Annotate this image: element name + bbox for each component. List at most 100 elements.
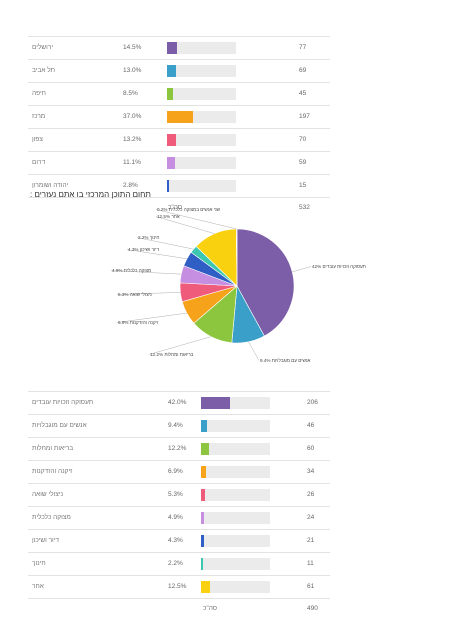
row-percent: 14.5% [123, 44, 142, 51]
row-label: צפון [32, 136, 43, 143]
content-pie-chart: 42% תעסוקה וזכויות עובדים 9.4% אנשים עם מ… [110, 207, 366, 363]
total-label: סה"כ [168, 204, 183, 211]
table-row: חיפה 8.5% 45 [28, 82, 330, 105]
total-label: סה"כ [203, 605, 218, 612]
row-bar-track [201, 558, 270, 570]
table-row: תל אביב 13.0% 69 [28, 59, 330, 82]
row-count: 77 [299, 44, 307, 51]
table-row: דרום 11.1% 59 [28, 151, 330, 174]
pie-slice-label: 4.9% מצוקה כלכלית [112, 268, 151, 273]
row-count: 206 [307, 399, 318, 406]
table-row: יהודה ושומרון 2.8% 15 [28, 174, 330, 197]
table-row: בריאות ומחלות 12.2% 60 [28, 437, 330, 460]
total-row: סה"כ 490 [28, 598, 330, 617]
table-row: ירושלים 14.5% 77 [28, 36, 330, 59]
row-bar-fill [167, 111, 193, 123]
pie-slice-label: 42% תעסוקה וזכויות עובדים [312, 264, 366, 269]
total-row: סה"כ 532 [28, 197, 330, 216]
row-label: מצוקה כלכלית [32, 514, 71, 521]
row-count: 70 [299, 136, 307, 143]
row-percent: 8.5% [123, 90, 138, 97]
row-count: 45 [299, 90, 307, 97]
row-bar-fill [167, 88, 173, 100]
pie-leader-line [292, 266, 312, 273]
row-bar-track [201, 397, 270, 409]
pie-slice-label: 0.2% שני אנשים במצוקה כלכלית [157, 207, 221, 212]
row-percent: 13.0% [123, 67, 142, 74]
row-bar-track [201, 443, 270, 455]
row-bar-fill [167, 134, 177, 146]
row-count: 46 [307, 422, 315, 429]
pie-leader-line [148, 336, 211, 355]
pie-leader-line [136, 237, 194, 250]
table-row: מרכז 37.0% 197 [28, 105, 330, 128]
row-bar-track [201, 466, 270, 478]
table-row: מצוקה כלכלית 4.9% 24 [28, 506, 330, 529]
row-count: 60 [307, 445, 315, 452]
row-bar-fill [201, 558, 203, 570]
row-label: חיפה [32, 90, 46, 97]
row-label: אנשים עם מוגבלויות [32, 422, 87, 429]
section-title: תחום התוכן המרכזי בו אתם נעזרים : [30, 190, 151, 199]
row-bar-track [201, 489, 270, 501]
pie-slice-label: 2.2% חינוך [138, 235, 159, 240]
row-bar-fill [201, 535, 204, 547]
row-percent: 11.1% [123, 159, 141, 166]
row-label: חינוך [32, 560, 46, 567]
row-bar-track [201, 512, 270, 524]
table-row: אנשים עם מוגבלויות 9.4% 46 [28, 414, 330, 437]
row-count: 61 [307, 583, 315, 590]
row-count: 26 [307, 491, 315, 498]
row-bar-fill [167, 42, 177, 54]
table-row: ניצולי שואה 5.3% 26 [28, 483, 330, 506]
table-row: זיקנה והזדקנות 6.9% 34 [28, 460, 330, 483]
row-bar-fill [201, 581, 210, 593]
pie-slice-label: 6.9% זיקנה והזדקנות [118, 320, 159, 325]
row-bar-fill [201, 397, 230, 409]
row-label: תעסוקה וזכויות עובדים [32, 399, 94, 406]
row-bar-track [167, 88, 236, 100]
row-label: תל אביב [32, 67, 56, 74]
row-bar-fill [167, 65, 176, 77]
row-bar-track [167, 134, 236, 146]
row-percent: 5.3% [168, 491, 183, 498]
row-bar-fill [201, 443, 210, 455]
row-bar-track [167, 111, 236, 123]
row-bar-fill [201, 420, 208, 432]
pie-slice-label: 4.3% דיור ושיכון [128, 247, 159, 252]
pie-slice-label: 9.4% אנשים עם מוגבלויות [260, 358, 310, 363]
content-table: תעסוקה וזכויות עובדים 42.0% 206 אנשים עם מו… [28, 391, 330, 617]
row-percent: 42.0% [168, 399, 187, 406]
row-count: 197 [299, 113, 310, 120]
row-count: 15 [299, 182, 307, 189]
row-bar-track [167, 157, 236, 169]
row-bar-fill [201, 489, 205, 501]
row-bar-fill [201, 466, 206, 478]
row-label: ניצולי שואה [32, 491, 64, 498]
row-percent: 37.0% [123, 113, 142, 120]
pie-leader-line [126, 249, 187, 259]
total-count: 490 [307, 605, 318, 612]
row-bar-fill [167, 157, 175, 169]
pie-leader-line [110, 270, 182, 275]
row-bar-track [201, 581, 270, 593]
pie-leader-line [155, 216, 215, 234]
pie-leader-line [155, 209, 237, 230]
row-percent: 4.9% [168, 514, 183, 521]
row-count: 21 [307, 537, 315, 544]
row-bar-fill [167, 180, 169, 192]
row-label: דרום [32, 159, 46, 166]
row-label: מרכז [32, 113, 46, 120]
row-bar-track [201, 535, 270, 547]
table-row: דיור ושיכון 4.3% 21 [28, 529, 330, 552]
total-count: 532 [299, 204, 310, 211]
pie-slice-label: 12.2% בריאות ומחלות [150, 352, 194, 357]
pie-leader-line [116, 292, 181, 295]
row-count: 69 [299, 67, 307, 74]
row-label: אחר [32, 583, 44, 590]
row-percent: 6.9% [168, 468, 183, 475]
region-table: ירושלים 14.5% 77 תל אביב 13.0% 69 חיפה 8.5% 45 מר… [28, 36, 330, 216]
pie-leader-line [116, 312, 187, 323]
row-bar-track [201, 420, 270, 432]
table-row: צפון 13.2% 70 [28, 128, 330, 151]
